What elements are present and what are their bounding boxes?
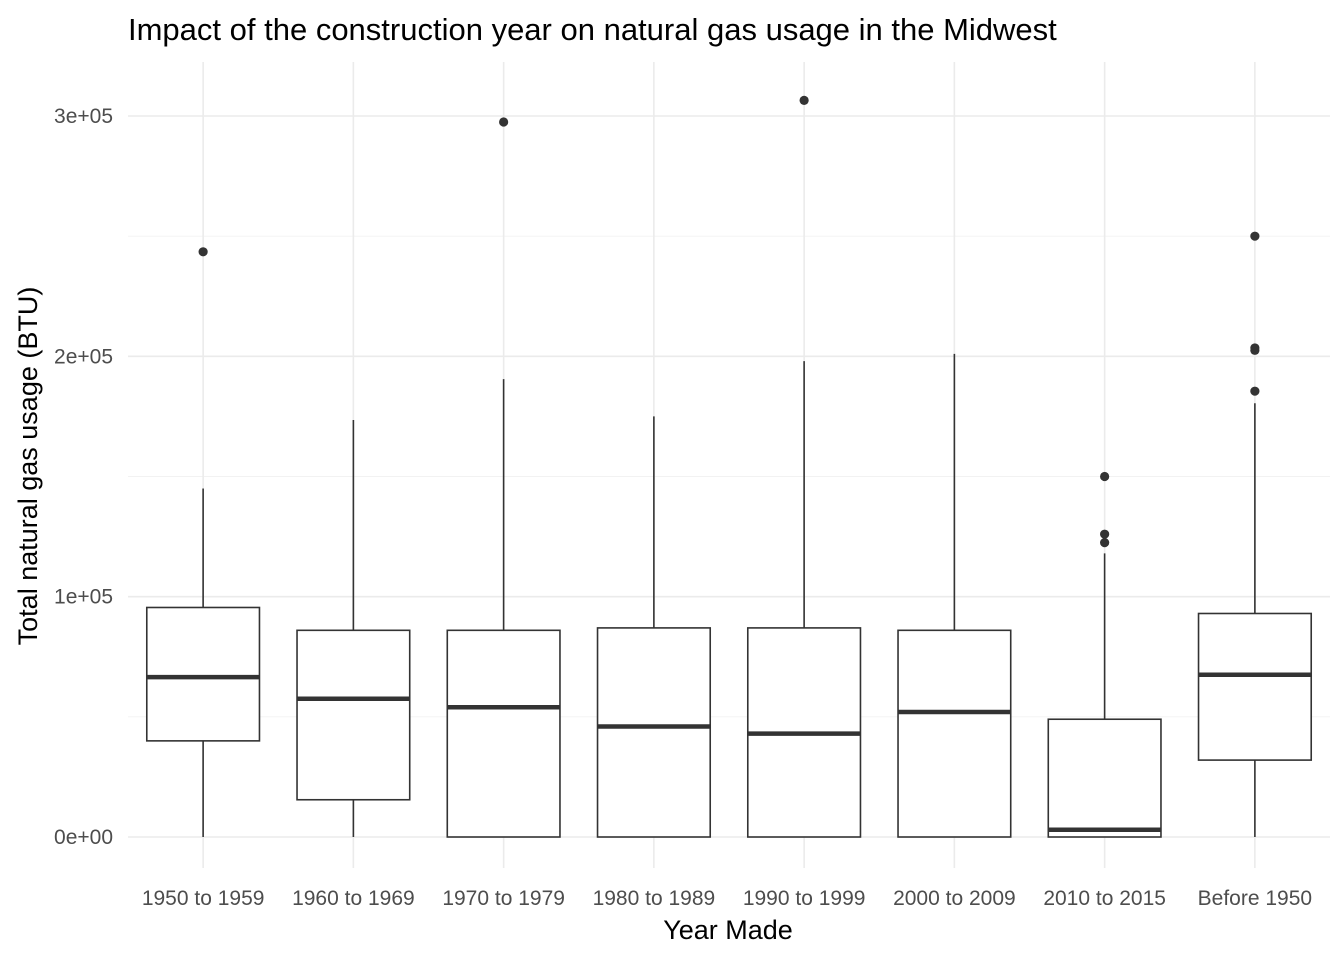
box-group xyxy=(145,247,261,837)
x-axis-ticks: 1950 to 1959 1960 to 1969 1970 to 1979 1980… xyxy=(142,887,1312,910)
box xyxy=(446,629,561,838)
x-tick-label: 1950 to 1959 xyxy=(142,887,265,910)
outlier-point xyxy=(1100,529,1110,539)
x-tick-label: Before 1950 xyxy=(1198,887,1312,910)
y-tick-label: 3e+05 xyxy=(54,105,113,128)
box xyxy=(1047,718,1162,838)
outlier-point xyxy=(1250,231,1260,241)
box-group xyxy=(746,95,862,838)
x-tick-label: 1970 to 1979 xyxy=(442,887,565,910)
box-group xyxy=(296,420,411,837)
outlier-point xyxy=(499,117,509,127)
x-tick-label: 1960 to 1969 xyxy=(292,887,415,910)
y-axis-ticks: 0e+00 1e+05 2e+05 3e+05 xyxy=(54,105,113,849)
box-group xyxy=(446,117,561,838)
outlier-point xyxy=(799,95,809,105)
chart-title: Impact of the construction year on natur… xyxy=(128,12,1057,47)
box-group xyxy=(596,416,712,838)
y-axis-title: Total natural gas usage (BTU) xyxy=(13,287,43,646)
box xyxy=(145,606,261,742)
x-axis-title: Year Made xyxy=(663,915,793,945)
box xyxy=(1197,612,1313,761)
x-tick-label: 2000 to 2009 xyxy=(893,887,1016,910)
y-tick-label: 2e+05 xyxy=(54,345,113,368)
x-tick-label: 1990 to 1999 xyxy=(743,887,866,910)
box xyxy=(596,627,712,838)
box xyxy=(296,629,411,801)
outlier-point xyxy=(1250,386,1260,396)
outlier-point xyxy=(1250,343,1260,353)
outlier-point xyxy=(1100,537,1110,548)
box-group xyxy=(1197,231,1313,837)
box-group xyxy=(897,353,1012,838)
outlier-point xyxy=(198,247,208,257)
x-tick-label: 2010 to 2015 xyxy=(1043,887,1166,910)
outlier-point xyxy=(1100,471,1110,482)
y-tick-label: 0e+00 xyxy=(54,826,113,849)
box-group xyxy=(1047,471,1162,838)
box xyxy=(897,629,1012,838)
y-tick-label: 1e+05 xyxy=(54,586,113,609)
boxes-layer xyxy=(145,95,1313,838)
x-tick-label: 1980 to 1989 xyxy=(593,887,716,910)
